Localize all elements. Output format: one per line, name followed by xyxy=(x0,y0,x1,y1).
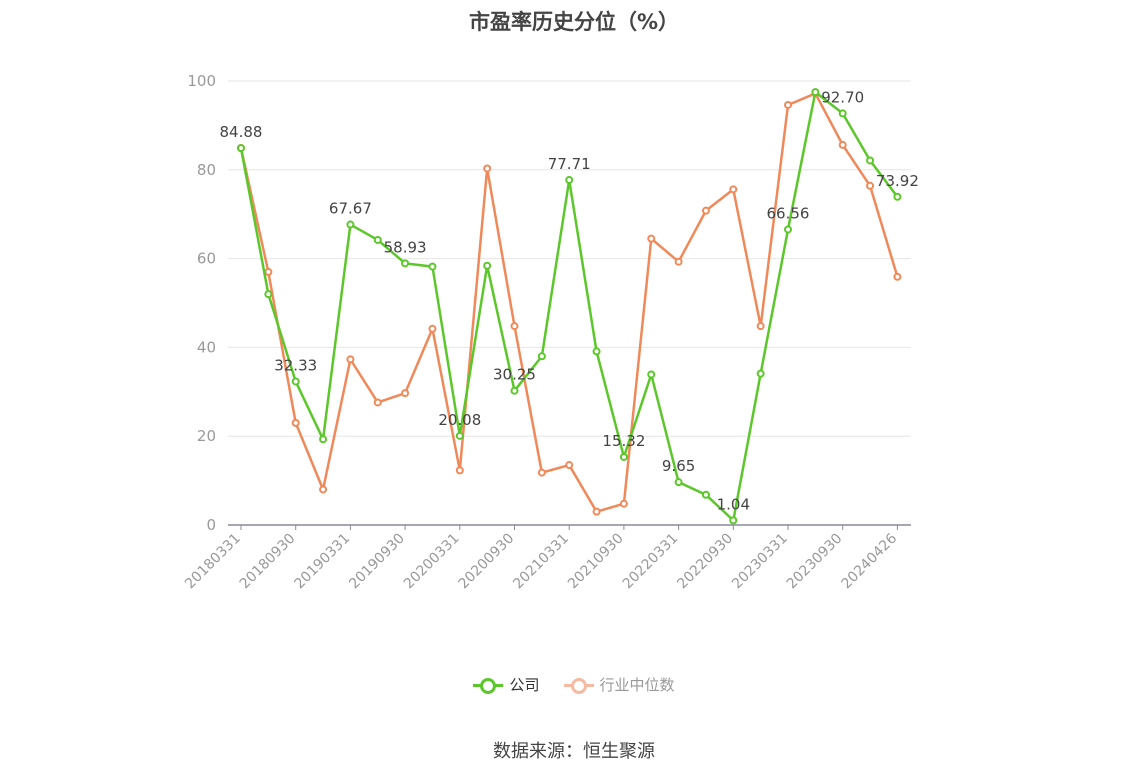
data-point-company xyxy=(838,109,847,118)
data-point-industry xyxy=(401,389,410,398)
data-label: 77.71 xyxy=(548,155,591,173)
data-source-note: 数据来源：恒生聚源 xyxy=(493,741,655,762)
legend-company-marker-icon xyxy=(473,677,504,694)
data-point-company xyxy=(674,478,683,487)
data-point-company xyxy=(592,347,601,356)
data-point-company xyxy=(237,144,245,153)
x-tick-label: 20230331 xyxy=(729,531,791,593)
data-point-company xyxy=(428,262,437,271)
chart-title: 市盈率历史分位（%） xyxy=(468,10,680,34)
data-point-industry xyxy=(674,257,683,266)
data-point-industry xyxy=(373,398,382,407)
x-tick-label: 20200930 xyxy=(456,531,518,593)
data-point-company xyxy=(893,192,902,201)
data-label: 66.56 xyxy=(767,204,810,222)
data-label: 9.65 xyxy=(662,457,695,475)
data-point-industry xyxy=(455,466,464,475)
x-tick-label: 20220331 xyxy=(620,531,682,593)
legend-item-industry[interactable]: 行业中位数 xyxy=(563,674,675,695)
y-tick-label: 100 xyxy=(187,72,216,90)
data-point-company xyxy=(784,225,792,234)
data-point-industry xyxy=(784,100,792,109)
x-tick-label: 20210930 xyxy=(565,531,627,593)
data-point-industry xyxy=(866,181,875,190)
data-label: 30.25 xyxy=(493,366,536,384)
y-tick-label: 40 xyxy=(197,338,216,356)
data-point-company xyxy=(483,261,492,270)
data-point-industry xyxy=(510,322,519,331)
data-point-company xyxy=(291,377,300,386)
x-tick-label: 20240426 xyxy=(839,530,901,592)
data-label: 92.70 xyxy=(821,88,864,106)
x-tick-label: 20180930 xyxy=(237,531,299,593)
data-point-company xyxy=(647,370,656,379)
legend-company-label: 公司 xyxy=(509,676,540,694)
x-tick-label: 20220930 xyxy=(674,531,736,593)
data-point-company xyxy=(811,88,820,97)
data-point-industry xyxy=(701,206,710,215)
data-point-industry xyxy=(483,164,492,173)
y-tick-label: 0 xyxy=(206,516,216,534)
data-point-company xyxy=(729,516,738,525)
data-point-company xyxy=(756,369,765,378)
data-point-company xyxy=(701,490,710,499)
data-point-industry xyxy=(838,140,847,149)
x-tick-label: 20180331 xyxy=(182,531,244,593)
line-chart: 0 20 40 60 80 100 2018033120180930201903312019… xyxy=(182,72,919,593)
data-point-company xyxy=(319,435,328,444)
y-tick-label: 20 xyxy=(197,427,216,445)
data-point-industry xyxy=(619,499,628,508)
data-point-industry xyxy=(428,324,437,333)
x-tick-label: 20230930 xyxy=(784,531,846,593)
data-label: 20.08 xyxy=(438,411,481,429)
data-label: 67.67 xyxy=(329,200,372,218)
legend-industry-marker-icon xyxy=(563,677,594,694)
x-tick-label: 20200331 xyxy=(401,531,463,593)
data-point-company xyxy=(866,156,875,165)
data-point-company xyxy=(565,175,574,184)
data-label: 58.93 xyxy=(384,238,427,256)
data-point-industry xyxy=(264,267,273,276)
data-point-industry xyxy=(565,461,574,470)
chart-legend: 公司 行业中位数 xyxy=(0,674,1148,695)
data-point-company xyxy=(455,431,464,440)
data-point-industry xyxy=(647,234,656,243)
data-label: 15.32 xyxy=(602,432,645,450)
x-tick-label: 20210331 xyxy=(510,531,572,593)
x-tick-label: 20190930 xyxy=(346,531,408,593)
x-tick-label: 20190331 xyxy=(292,531,354,593)
data-point-company xyxy=(510,386,519,395)
data-point-company xyxy=(264,290,273,299)
data-point-industry xyxy=(756,322,765,331)
data-point-industry xyxy=(537,468,546,477)
y-tick-label: 80 xyxy=(197,161,216,179)
y-tick-label: 60 xyxy=(197,250,216,268)
data-point-company xyxy=(401,259,410,268)
data-point-company xyxy=(537,352,546,361)
data-label: 1.04 xyxy=(717,495,750,513)
legend-industry-label: 行业中位数 xyxy=(599,676,675,694)
data-point-industry xyxy=(319,485,328,494)
data-label: 32.33 xyxy=(274,356,317,374)
data-point-company xyxy=(619,452,628,461)
data-point-industry xyxy=(893,272,902,281)
legend-item-company[interactable]: 公司 xyxy=(473,674,540,695)
data-point-industry xyxy=(592,507,601,516)
data-point-industry xyxy=(346,355,355,364)
data-point-industry xyxy=(291,418,300,427)
data-label: 73.92 xyxy=(876,172,919,190)
data-point-company xyxy=(346,220,355,229)
data-point-industry xyxy=(729,185,738,194)
data-point-company xyxy=(373,235,382,244)
data-label: 84.88 xyxy=(220,123,263,141)
